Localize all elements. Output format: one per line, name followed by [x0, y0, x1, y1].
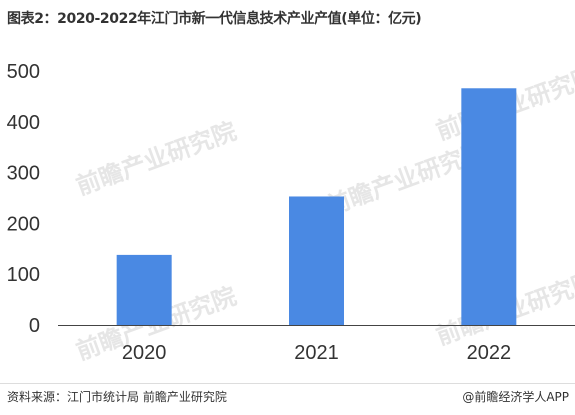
bar-2021 [289, 196, 344, 325]
watermark-text: 前瞻产业研究院 [72, 117, 239, 201]
x-axis-ticks: 2020 2021 2022 [122, 342, 511, 364]
y-tick-label: 300 [7, 163, 40, 185]
y-tick-label: 400 [7, 112, 40, 134]
bars [116, 88, 517, 325]
bar-2020 [116, 254, 172, 325]
y-tick-label: 100 [7, 264, 40, 286]
y-tick-label: 500 [7, 61, 40, 83]
y-axis-ticks: 0 100 200 300 400 500 [7, 61, 40, 337]
x-tick-label: 2021 [294, 342, 339, 364]
x-tick-label: 2022 [467, 342, 512, 364]
chart-title: 图表2：2020-2022年江门市新一代信息技术产业产值(单位：亿元) [7, 11, 422, 27]
x-tick-label: 2020 [122, 342, 167, 364]
bar-chart: 前瞻产业研究院前瞻产业研究院前瞻产业研究院前瞻产业研究院前瞻产业研究院 0100… [7, 61, 575, 366]
brand-credit: @前瞻经济学人APP [462, 390, 569, 404]
footer-divider [0, 383, 575, 384]
y-tick-label: 200 [7, 213, 40, 235]
bar-2022 [461, 88, 517, 325]
y-tick-label: 0 [29, 315, 40, 337]
source-note: 资料来源：江门市统计局 前瞻产业研究院 [7, 390, 227, 404]
